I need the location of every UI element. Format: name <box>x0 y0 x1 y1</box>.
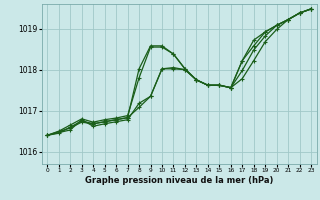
X-axis label: Graphe pression niveau de la mer (hPa): Graphe pression niveau de la mer (hPa) <box>85 176 273 185</box>
